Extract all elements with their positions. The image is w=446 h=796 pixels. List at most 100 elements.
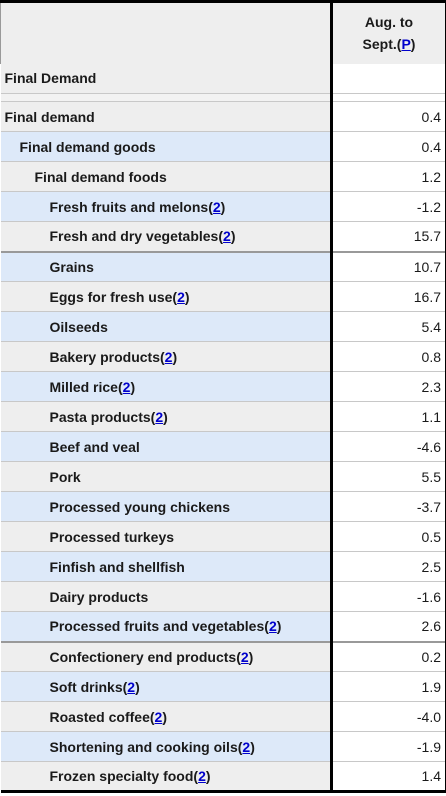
footnote-link[interactable]: 2 [198,768,206,784]
row-label-text: Eggs for fresh use [49,288,173,305]
footnote-paren-open: ( [159,348,165,365]
row-value: 1.2 [331,161,446,192]
row-value: -4.0 [331,701,446,732]
row-value: 15.7 [331,221,446,252]
footnote-link[interactable]: 2 [164,348,173,365]
table-row: Beef and veal -4.6 [0,431,446,462]
footnote-link[interactable]: 2 [155,408,164,425]
footnote-paren-close: ) [163,408,168,425]
footnote-paren-open: ( [149,708,155,725]
header-period-prefix: Sept.( [362,36,402,53]
footnote-paren-close: ) [162,708,167,725]
footnote-link[interactable]: 2 [223,228,231,245]
row-label-text: Roasted coffee [49,708,150,725]
row-label-text: Shortening and cooking oils [49,738,238,755]
row-value: 5.5 [331,461,446,492]
row-label-text: Bakery products [49,348,160,365]
table-row: Bakery products(2) 0.8 [0,341,446,372]
row-label: Bakery products(2) [0,341,333,372]
footnote-link[interactable]: 2 [177,288,185,305]
table-row: Eggs for fresh use(2) 16.7 [0,281,446,312]
row-label-text: Pork [49,468,81,485]
row-value: 1.1 [331,401,446,432]
footnote-paren-open: ( [208,198,213,215]
footnote-paren-close: ) [250,738,255,755]
row-label: Pasta products(2) [0,401,333,432]
footnote-link[interactable]: 2 [127,678,136,695]
table-row: Final demand 0.4 [0,101,446,132]
row-label-text: Pasta products [49,408,151,425]
row-label: Shortening and cooking oils(2) [0,731,333,762]
footnote-paren-close: ) [135,678,140,695]
footnote-paren-open: ( [218,228,224,245]
row-label-text: Fresh fruits and melons [49,198,209,215]
row-value: -1.6 [331,581,446,612]
footnote-link[interactable]: 2 [154,708,163,725]
row-label: Pork [0,461,333,492]
section-row: Final Demand [0,63,446,94]
row-label-text: Milled rice [49,378,118,395]
footnote-paren-open: ( [150,408,156,425]
footnote-paren-open: ( [122,678,128,695]
row-label: Fresh and dry vegetables(2) [0,221,333,252]
row-value: 2.5 [331,551,446,582]
footnote-paren-close: ) [172,348,178,365]
footnote-link[interactable]: 2 [122,378,131,395]
row-label: Final demand foods [0,161,333,192]
row-value: 0.4 [331,131,446,162]
row-label: Oilseeds [0,311,333,342]
row-label: Milled rice(2) [0,371,333,402]
row-label: Dairy products [0,581,333,612]
table-row: Oilseeds 5.4 [0,311,446,342]
row-label-text: Oilseeds [49,318,108,335]
header-period-line2: Sept.(P) [333,33,445,55]
row-label: Soft drinks(2) [0,671,333,702]
preliminary-footnote-link[interactable]: P [401,36,411,53]
row-label: Processed turkeys [0,521,333,552]
row-label: Fresh fruits and melons(2) [0,191,333,222]
row-label: Processed fruits and vegetables(2) [0,611,333,642]
row-label: Eggs for fresh use(2) [0,281,333,312]
footnote-paren-close: ) [248,648,254,665]
row-label: Finfish and shellfish [0,551,333,582]
row-value: 0.2 [331,640,446,672]
table-row: Processed young chickens -3.7 [0,491,446,522]
footnote-paren-close: ) [220,198,226,215]
table-row: Roasted coffee(2) -4.0 [0,701,446,732]
row-value: -3.7 [331,491,446,522]
row-value: 0.5 [331,521,446,552]
footnote-paren-open: ( [193,768,199,784]
table-row: Frozen specialty food(2) 1.4 [0,761,446,793]
header-period-line1: Aug. to [364,14,414,31]
footnote-link[interactable]: 2 [268,618,277,635]
row-label-text: Processed young chickens [49,498,231,515]
row-label-text: Final demand foods [34,168,167,185]
spacer-cell [0,93,333,102]
table-row: Finfish and shellfish 2.5 [0,551,446,582]
header-row: Aug. to Sept.(P) [0,0,446,64]
row-label: Roasted coffee(2) [0,701,333,732]
table-row: Processed turkeys 0.5 [0,521,446,552]
footnote-link[interactable]: 2 [242,738,251,755]
row-label-text: Soft drinks [49,678,123,695]
row-label: Beef and veal [0,431,333,462]
row-value: 5.4 [331,311,446,342]
footnote-paren-close: ) [230,228,236,245]
table-row: Processed fruits and vegetables(2) 2.6 [0,611,446,642]
row-value: 0.4 [331,101,446,132]
table-row: Final demand foods 1.2 [0,161,446,192]
header-blank-cell [0,0,333,64]
footnote-paren-open: ( [117,378,123,395]
footnote-link[interactable]: 2 [240,648,249,665]
row-value: -4.6 [331,431,446,462]
row-label: Processed young chickens [0,491,333,522]
table-row: Fresh fruits and melons(2) -1.2 [0,191,446,222]
row-value: 2.6 [331,611,446,642]
row-value: 16.7 [331,281,446,312]
row-value: 10.7 [331,250,446,282]
footnote-link[interactable]: 2 [212,198,221,215]
footnote-paren-close: ) [130,378,136,395]
header-period-cell: Aug. to Sept.(P) [331,0,446,64]
row-label-text: Processed turkeys [49,528,175,545]
